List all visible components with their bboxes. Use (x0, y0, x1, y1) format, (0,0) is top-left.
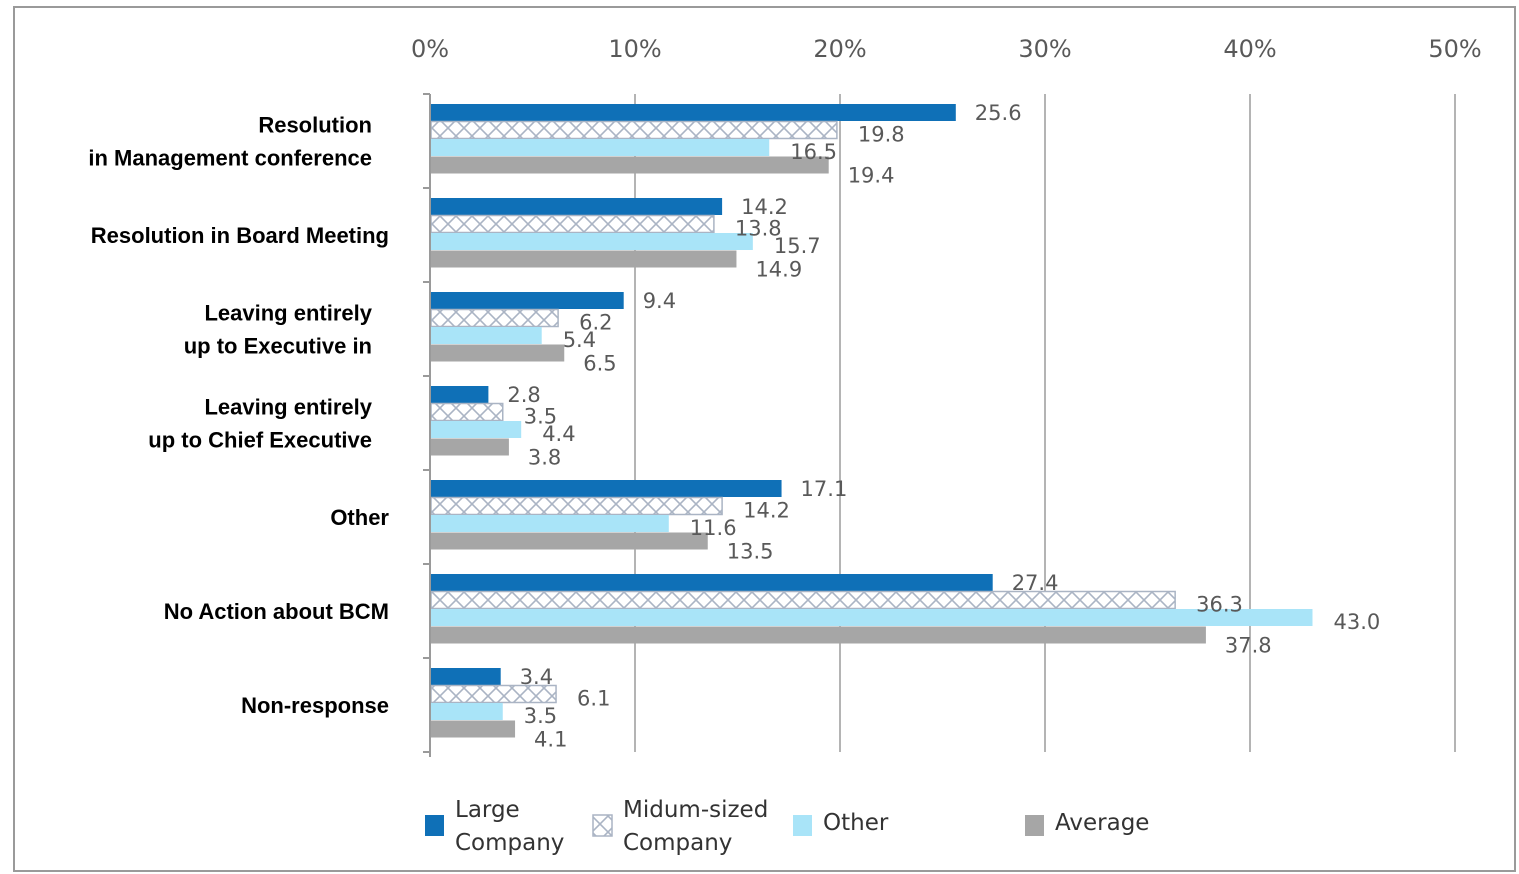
bar (431, 515, 669, 532)
data-label: 6.5 (583, 352, 616, 376)
data-label: 6.2 (579, 311, 612, 335)
data-label: 25.6 (975, 101, 1022, 125)
data-label: 37.8 (1225, 634, 1272, 658)
bar (431, 703, 503, 720)
legend-label: Midum-sized Company (623, 797, 768, 856)
bar (431, 344, 565, 362)
legend: Large Company Midum-sized Company Other Avera… (425, 797, 1149, 856)
data-label: 19.4 (848, 164, 895, 188)
bar (431, 574, 993, 591)
data-label: 13.5 (727, 540, 774, 564)
bar (431, 438, 509, 456)
category-label: Resolution in Board Meeting (91, 223, 389, 248)
legend-swatch (592, 814, 613, 837)
bar (431, 139, 770, 156)
category-label: Resolution in Management conference (88, 113, 372, 171)
data-label: 14.9 (755, 258, 802, 282)
data-label: 2.8 (507, 383, 540, 407)
bar (430, 402, 504, 422)
data-label: 9.4 (643, 289, 676, 313)
data-label: 36.3 (1196, 593, 1243, 617)
x-tick-label: 40% (1223, 35, 1276, 63)
category-label: Other (330, 505, 389, 530)
bar (431, 609, 1313, 626)
data-label: 16.5 (790, 140, 837, 164)
data-label: 17.1 (801, 477, 848, 501)
bar (431, 327, 542, 344)
gridlines (429, 94, 1456, 752)
axes (423, 93, 431, 757)
bar (431, 386, 489, 403)
labels: 0% 10% 20% 30% 40% 50% 25.6 19.8 16.5 19.4 Resolut… (88, 35, 1481, 752)
data-label: 6.1 (577, 687, 610, 711)
data-label: 14.2 (743, 499, 790, 523)
data-label: 27.4 (1012, 571, 1059, 595)
x-tick-label: 20% (813, 35, 866, 63)
bar (431, 421, 522, 438)
data-label: 19.8 (858, 123, 905, 147)
bar (431, 532, 708, 550)
bar (431, 720, 516, 738)
data-label: 4.1 (534, 728, 567, 752)
bar (431, 480, 782, 497)
category-label: Non-response (241, 693, 389, 718)
bar (431, 250, 737, 268)
bar (431, 156, 829, 174)
x-tick-label: 10% (608, 35, 661, 63)
legend-label: Large Company (455, 797, 564, 856)
bar (431, 104, 956, 121)
bars (430, 104, 1313, 738)
x-tick-label: 30% (1018, 35, 1071, 63)
data-label: 14.2 (741, 195, 788, 219)
data-label: 4.4 (542, 422, 575, 446)
data-label: 5.4 (563, 328, 596, 352)
bar (430, 308, 559, 328)
bar (430, 120, 838, 140)
bar (431, 233, 753, 250)
x-tick-label: 50% (1428, 35, 1481, 63)
bar (430, 214, 715, 234)
data-label: 11.6 (690, 516, 737, 540)
data-label: 3.4 (520, 665, 553, 689)
bar (430, 590, 1176, 610)
data-label: 3.8 (528, 446, 561, 470)
x-tick-label: 0% (411, 35, 449, 63)
category-label: No Action about BCM (164, 599, 389, 624)
category-label: Leaving entirely up to Executive in (184, 301, 373, 359)
data-label: 3.5 (524, 405, 557, 429)
bar (431, 668, 501, 685)
legend-swatch (1025, 815, 1044, 836)
legend-label: Other (823, 810, 889, 836)
bar (430, 496, 723, 516)
legend-label: Average (1055, 810, 1149, 836)
legend-swatch (793, 815, 812, 836)
data-label: 3.5 (524, 704, 557, 728)
bar (431, 198, 723, 215)
legend-swatch (425, 815, 444, 836)
data-label: 13.8 (735, 217, 782, 241)
category-label: Leaving entirely up to Chief Executive (148, 395, 372, 453)
data-label: 43.0 (1334, 610, 1381, 634)
bar (431, 292, 624, 309)
bar (431, 626, 1206, 644)
data-label: 15.7 (774, 234, 821, 258)
